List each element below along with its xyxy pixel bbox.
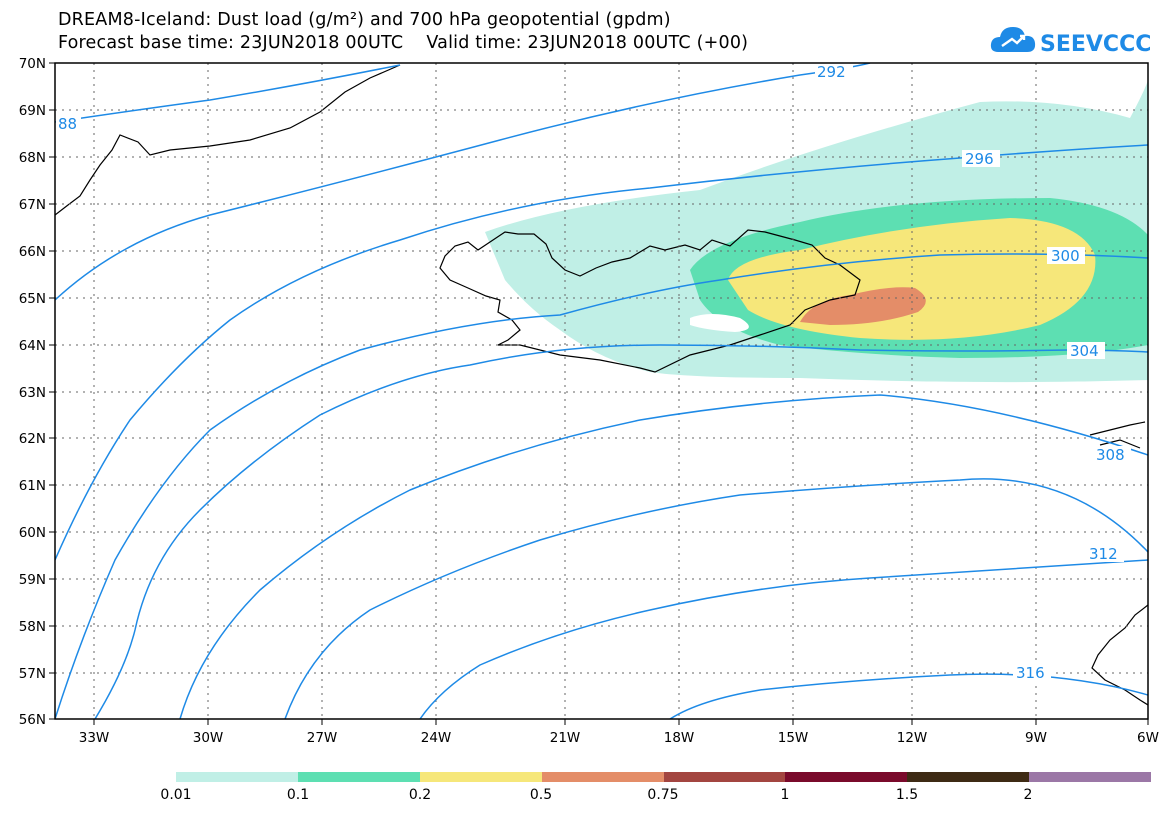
dust-contour-0.5	[800, 287, 926, 325]
legend-label: 0.1	[286, 787, 310, 803]
lat-label: 56N	[19, 712, 46, 728]
contour-304a	[94, 344, 661, 719]
lat-label: 58N	[19, 619, 46, 635]
legend-label: 0.2	[408, 787, 432, 803]
legend-swatch	[663, 772, 786, 782]
cloud-arrow-icon	[990, 27, 1036, 52]
legend-label: 1	[780, 787, 790, 803]
lat-label: 62N	[19, 431, 46, 447]
lat-axis: 70N 69N 68N 67N 66N 65N 64N 63N 62N 61N …	[19, 56, 55, 728]
chart-subtitle: Forecast base time: 23JUN2018 00UTC Vali…	[58, 33, 749, 53]
legend-swatch	[1029, 772, 1151, 782]
faroe-norway-coastline-north	[1089, 421, 1146, 449]
legend-label: 0.5	[529, 787, 553, 803]
lat-label: 59N	[19, 572, 46, 588]
contour-300	[55, 253, 1148, 719]
lon-label: 24W	[421, 730, 452, 746]
coastline-layer	[55, 64, 1148, 706]
legend-swatch	[541, 772, 664, 782]
iceland-coastline	[439, 229, 861, 373]
lon-axis: 33W 30W 27W 24W 21W 18W 15W 12W 9W 6W	[79, 719, 1159, 746]
contour-292	[55, 63, 871, 301]
contour-296	[55, 144, 1148, 561]
contour-label-308: 308	[1096, 446, 1125, 464]
lat-label: 67N	[19, 197, 46, 213]
contour-label-88: 88	[58, 115, 77, 133]
legend-label: 1.5	[895, 787, 919, 803]
lon-label: 30W	[193, 730, 224, 746]
contour-288	[55, 64, 401, 123]
legend-swatch	[907, 772, 1030, 782]
lat-label: 63N	[19, 385, 46, 401]
lat-label: 66N	[19, 244, 46, 260]
dust-load-layer	[485, 80, 1148, 383]
contour-label-292: 292	[817, 63, 846, 81]
greenland-coastline	[55, 64, 401, 216]
contour-320	[669, 673, 1148, 719]
lat-label: 57N	[19, 666, 46, 682]
lon-label: 6W	[1137, 730, 1159, 746]
lat-label: 61N	[19, 478, 46, 494]
lat-label: 65N	[19, 291, 46, 307]
lon-label: 21W	[550, 730, 581, 746]
lat-label: 68N	[19, 150, 46, 166]
scotland-coastline	[1091, 604, 1148, 706]
lon-label: 9W	[1025, 730, 1047, 746]
plot-frame	[54, 62, 1149, 720]
legend-label: 2	[1023, 787, 1033, 803]
logo-text: SEEVCCC	[1040, 32, 1151, 57]
seevccc-logo: SEEVCCC	[990, 20, 1160, 64]
legend-label: 0.01	[160, 787, 192, 803]
lon-label: 18W	[664, 730, 695, 746]
graticule	[55, 63, 1148, 719]
color-legend	[176, 772, 1151, 782]
lat-label: 70N	[19, 56, 46, 72]
contour-label-300: 300	[1051, 247, 1080, 265]
legend-label: 0.75	[647, 787, 679, 803]
contour-label-296: 296	[965, 150, 994, 168]
contour-316	[419, 559, 1148, 719]
chart-title: DREAM8-Iceland: Dust load (g/m²) and 700…	[58, 10, 671, 30]
contour-label-312: 312	[1089, 545, 1118, 563]
contour-labels: 292 296 300 304 308 312 316 88	[56, 63, 1131, 682]
contour-312	[284, 478, 1148, 719]
legend-swatch	[785, 772, 908, 782]
contour-label-304: 304	[1070, 342, 1099, 360]
contour-label-316: 316	[1016, 664, 1045, 682]
lon-label: 27W	[307, 730, 338, 746]
lat-label: 64N	[19, 338, 46, 354]
lon-label: 15W	[778, 730, 809, 746]
contour-308	[179, 394, 1148, 719]
lat-label: 60N	[19, 525, 46, 541]
dust-gap-patch	[690, 314, 749, 332]
legend-swatch	[419, 772, 542, 782]
legend-swatch	[297, 772, 420, 782]
legend-swatch	[176, 772, 298, 782]
lon-label: 33W	[79, 730, 110, 746]
lat-label: 69N	[19, 103, 46, 119]
geopotential-contours	[55, 63, 1148, 719]
lon-label: 12W	[897, 730, 928, 746]
